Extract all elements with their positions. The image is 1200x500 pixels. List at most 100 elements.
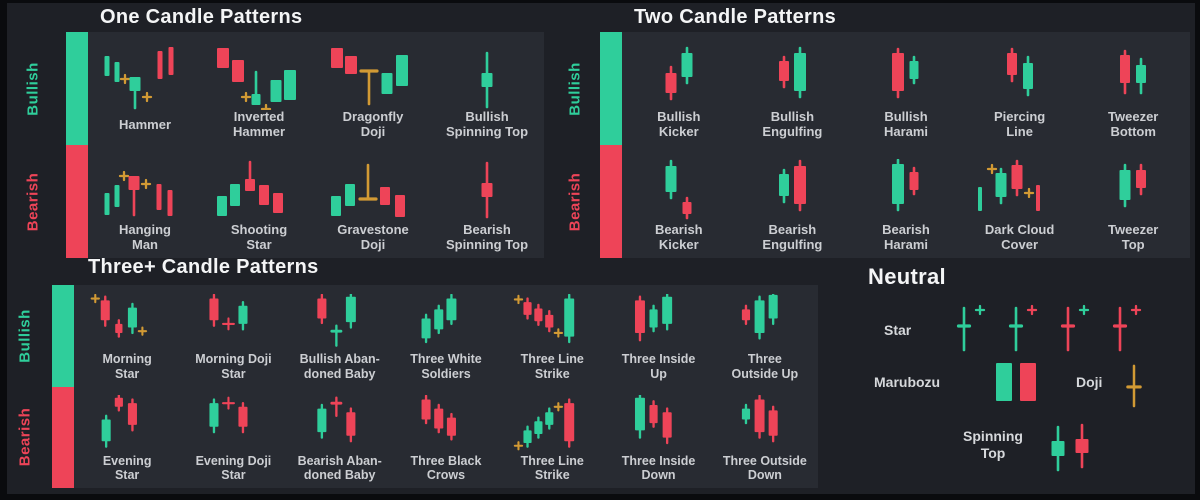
- evening-star-pattern-cell: Evening Star: [74, 387, 180, 489]
- three-inside-up-pattern-cell: Three Inside Up: [605, 285, 711, 387]
- evening-star-label: Evening Star: [102, 453, 152, 482]
- dark-cloud-cover-label: Dark Cloud Cover: [984, 222, 1055, 252]
- bullish-engulfing-icon: [779, 46, 807, 99]
- bullish-side-label: Bullish: [566, 61, 584, 116]
- dragonfly-doji-label: Dragonfly Doji: [342, 109, 404, 139]
- hanging-man-icon: [104, 170, 173, 217]
- gravestone-doji-icon: [331, 163, 405, 217]
- three-white-soldiers-icon: [421, 293, 457, 343]
- frame-edge: [0, 0, 7, 500]
- shooting-star-icon: [217, 160, 283, 216]
- tweezer-top-icon: [1119, 163, 1147, 208]
- three-inside-down-label: Three Inside Down: [621, 453, 696, 482]
- piercing-line-label: Piercing Line: [993, 109, 1046, 139]
- bearish-row: Evening Star Evening Doji Star Bearish Aban-…: [74, 387, 818, 489]
- bullish-row: Hammer Inverted Hammer Dragonfly Doji Bullish…: [88, 32, 544, 145]
- two-candle-section-title: Two Candle Patterns: [634, 6, 837, 28]
- three-outside-down-pattern-cell: Three Outside Down: [712, 387, 818, 489]
- three-line-strike-icon: [514, 398, 575, 451]
- three-candle-panel: Morning Star Morning Doji Star Bullish Aban-…: [74, 285, 818, 488]
- three-outside-down-icon: [741, 395, 778, 443]
- morning-doji-star-label: Morning Doji Star: [195, 352, 272, 381]
- three-white-soldiers-label: Three White Soldiers: [410, 352, 482, 381]
- bullish-harami-pattern-cell: Bullish Harami: [849, 32, 963, 145]
- tweezer-top-pattern-cell: Tweezer Top: [1076, 145, 1190, 258]
- bullish-bar-segment: [52, 285, 74, 387]
- spinning-top-icon-slot: [1040, 422, 1104, 479]
- bearish-bar-segment: [52, 386, 74, 488]
- bullish-spinning-top-label: Bullish Spinning Top: [445, 109, 529, 139]
- neutral-section-title: Neutral: [868, 264, 946, 289]
- three-black-crows-pattern-cell: Three Black Crows: [393, 387, 499, 489]
- three-outside-up-label: Three Outside Up: [731, 352, 799, 381]
- two-candle-color-bar: [600, 32, 622, 258]
- bullish-spinning-top-icon: [481, 51, 493, 109]
- spinning-top-label: Spinning Top: [963, 428, 1023, 461]
- inverted-hammer-icon: [217, 48, 296, 110]
- hammer-icon: [104, 47, 174, 110]
- star-label: Star: [884, 322, 912, 338]
- star-variant-1-icon: [956, 304, 986, 352]
- three-line-strike-label: Three Line Strike: [520, 453, 584, 482]
- bullish-spinning-top-pattern-cell: Bullish Spinning Top: [430, 32, 544, 145]
- bearish-side-label: Bearish: [566, 172, 584, 231]
- bullish-engulfing-label: Bullish Engulfing: [762, 109, 823, 139]
- bearish-harami-label: Bearish Harami: [882, 222, 930, 252]
- bearish-kicker-label: Bearish Kicker: [654, 222, 703, 252]
- dragonfly-doji-icon: [331, 48, 408, 106]
- doji-icon-slot: [1120, 364, 1148, 413]
- two-candle-side-labels: Bullish Bearish: [560, 32, 590, 258]
- star-variant-4-icon: [1112, 304, 1142, 352]
- hammer-label: Hammer: [118, 116, 172, 132]
- bullish-bar-segment: [600, 32, 622, 145]
- neutral-section: Neutral Star Marubozu Doji Spinning Top: [858, 258, 1200, 500]
- two-candle-panel: Bullish Kicker Bullish Engulfing Bullish Hara…: [622, 32, 1190, 258]
- spinning-top-icon: [1051, 423, 1089, 472]
- shooting-star-pattern-cell: Shooting Star: [202, 145, 316, 258]
- morning-star-icon: [90, 293, 148, 338]
- three-inside-down-icon: [634, 395, 672, 445]
- bearish-bar-segment: [600, 145, 622, 258]
- marubozu-icon: [996, 363, 1036, 401]
- three-line-strike-pattern-cell: Three Line Strike: [499, 285, 605, 387]
- inverted-hammer-label: Inverted Hammer: [232, 109, 286, 139]
- bullish-row: Morning Star Morning Doji Star Bullish Aban-…: [74, 285, 818, 387]
- bearish-aban-doned-baby-label: Bearish Aban-doned Baby: [297, 453, 382, 482]
- bearish-engulfing-label: Bearish Engulfing: [762, 222, 823, 252]
- bearish-engulfing-icon: [779, 159, 807, 212]
- three-candle-color-bar: [52, 285, 74, 488]
- three-outside-up-icon: [741, 293, 778, 340]
- bullish-row: Bullish Kicker Bullish Engulfing Bullish Hara…: [622, 32, 1190, 145]
- bullish-aban-doned-baby-icon: [317, 293, 356, 347]
- bearish-aban-doned-baby-pattern-cell: Bearish Aban-doned Baby: [287, 387, 393, 489]
- frame-edge: [0, 0, 1200, 3]
- bullish-harami-label: Bullish Harami: [883, 109, 929, 139]
- star-variant-3-icon: [1060, 304, 1090, 352]
- three-outside-up-pattern-cell: Three Outside Up: [712, 285, 818, 387]
- bearish-row: Bearish Kicker Bearish Engulfing Bearish Hara…: [622, 145, 1190, 258]
- bullish-kicker-icon: [665, 46, 693, 101]
- bearish-bar-segment: [66, 145, 88, 258]
- doji-label: Doji: [1076, 374, 1103, 390]
- gravestone-doji-label: Gravestone Doji: [337, 222, 409, 252]
- three-candle-section-title: Three+ Candle Patterns: [88, 256, 319, 278]
- bullish-aban-doned-baby-pattern-cell: Bullish Aban-doned Baby: [287, 285, 393, 387]
- one-candle-side-labels: Bullish Bearish: [18, 32, 48, 258]
- three-candle-side-labels: Bullish Bearish: [10, 285, 40, 488]
- evening-doji-star-icon: [209, 396, 248, 434]
- one-candle-color-bar: [66, 32, 88, 258]
- bullish-aban-doned-baby-label: Bullish Aban-doned Baby: [299, 352, 380, 381]
- evening-star-icon: [101, 395, 138, 448]
- bearish-harami-icon: [891, 159, 919, 212]
- tweezer-bottom-label: Tweezer Bottom: [1108, 109, 1159, 139]
- inverted-hammer-pattern-cell: Inverted Hammer: [202, 32, 316, 145]
- dragonfly-doji-pattern-cell: Dragonfly Doji: [316, 32, 430, 145]
- hanging-man-label: Hanging Man: [119, 222, 171, 252]
- bearish-aban-doned-baby-icon: [317, 396, 356, 443]
- bearish-kicker-pattern-cell: Bearish Kicker: [622, 145, 736, 258]
- star-icons-group: [950, 300, 1146, 352]
- bearish-side-label: Bearish: [24, 172, 42, 231]
- morning-star-label: Morning Star: [102, 352, 152, 381]
- bearish-harami-pattern-cell: Bearish Harami: [849, 145, 963, 258]
